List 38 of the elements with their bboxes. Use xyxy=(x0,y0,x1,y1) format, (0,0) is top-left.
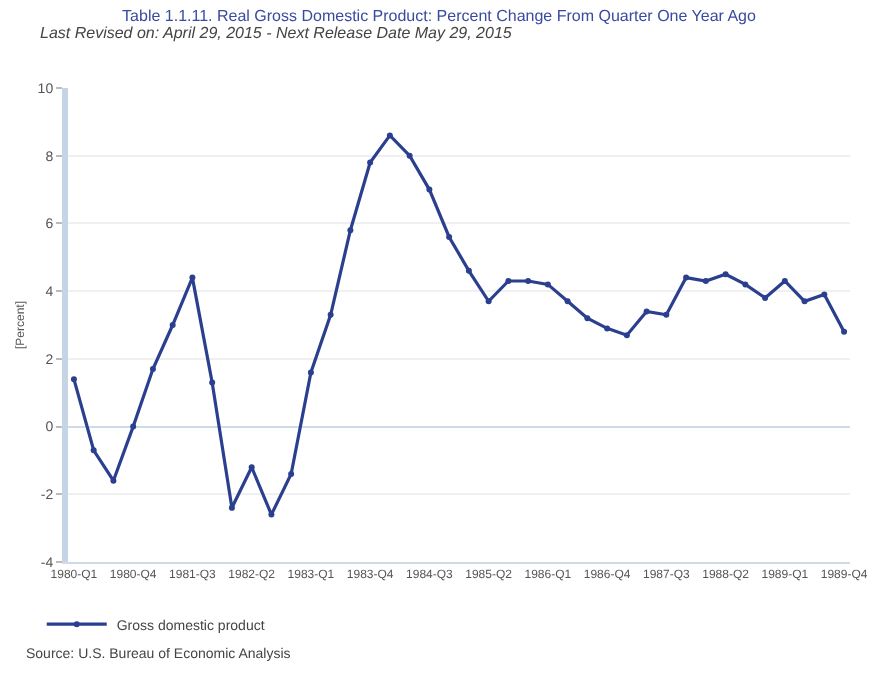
point xyxy=(288,470,295,477)
point xyxy=(189,274,196,281)
point xyxy=(544,281,551,288)
point xyxy=(604,325,611,332)
point xyxy=(268,511,275,518)
point xyxy=(130,423,137,430)
point xyxy=(169,322,176,328)
point xyxy=(683,274,690,281)
point xyxy=(505,277,512,284)
point xyxy=(841,328,848,335)
point xyxy=(228,504,235,511)
point xyxy=(406,152,413,159)
point xyxy=(564,298,571,305)
point xyxy=(307,369,314,376)
line-series xyxy=(70,132,848,518)
point xyxy=(801,298,808,305)
point xyxy=(821,291,828,298)
point xyxy=(623,332,630,339)
point xyxy=(367,159,374,166)
point xyxy=(742,281,749,288)
point xyxy=(426,186,433,193)
point xyxy=(327,311,334,318)
point xyxy=(347,227,354,234)
point xyxy=(643,308,650,315)
point xyxy=(663,311,670,318)
point xyxy=(209,379,216,386)
point xyxy=(584,315,591,322)
point xyxy=(722,271,729,278)
point xyxy=(465,267,472,274)
point xyxy=(485,298,492,305)
point xyxy=(90,447,97,454)
point xyxy=(781,277,788,284)
chart-title: Table 1.1.11. Real Gross Domestic Product: Percent Change From Quarter One Year Ago xyxy=(122,7,757,26)
point xyxy=(110,477,117,484)
point xyxy=(386,132,393,139)
point xyxy=(70,376,77,383)
point xyxy=(446,233,453,240)
chart-subtitle: Last Revised on: April 29, 2015 - Next Release Date May 29, 2015 xyxy=(40,24,513,42)
